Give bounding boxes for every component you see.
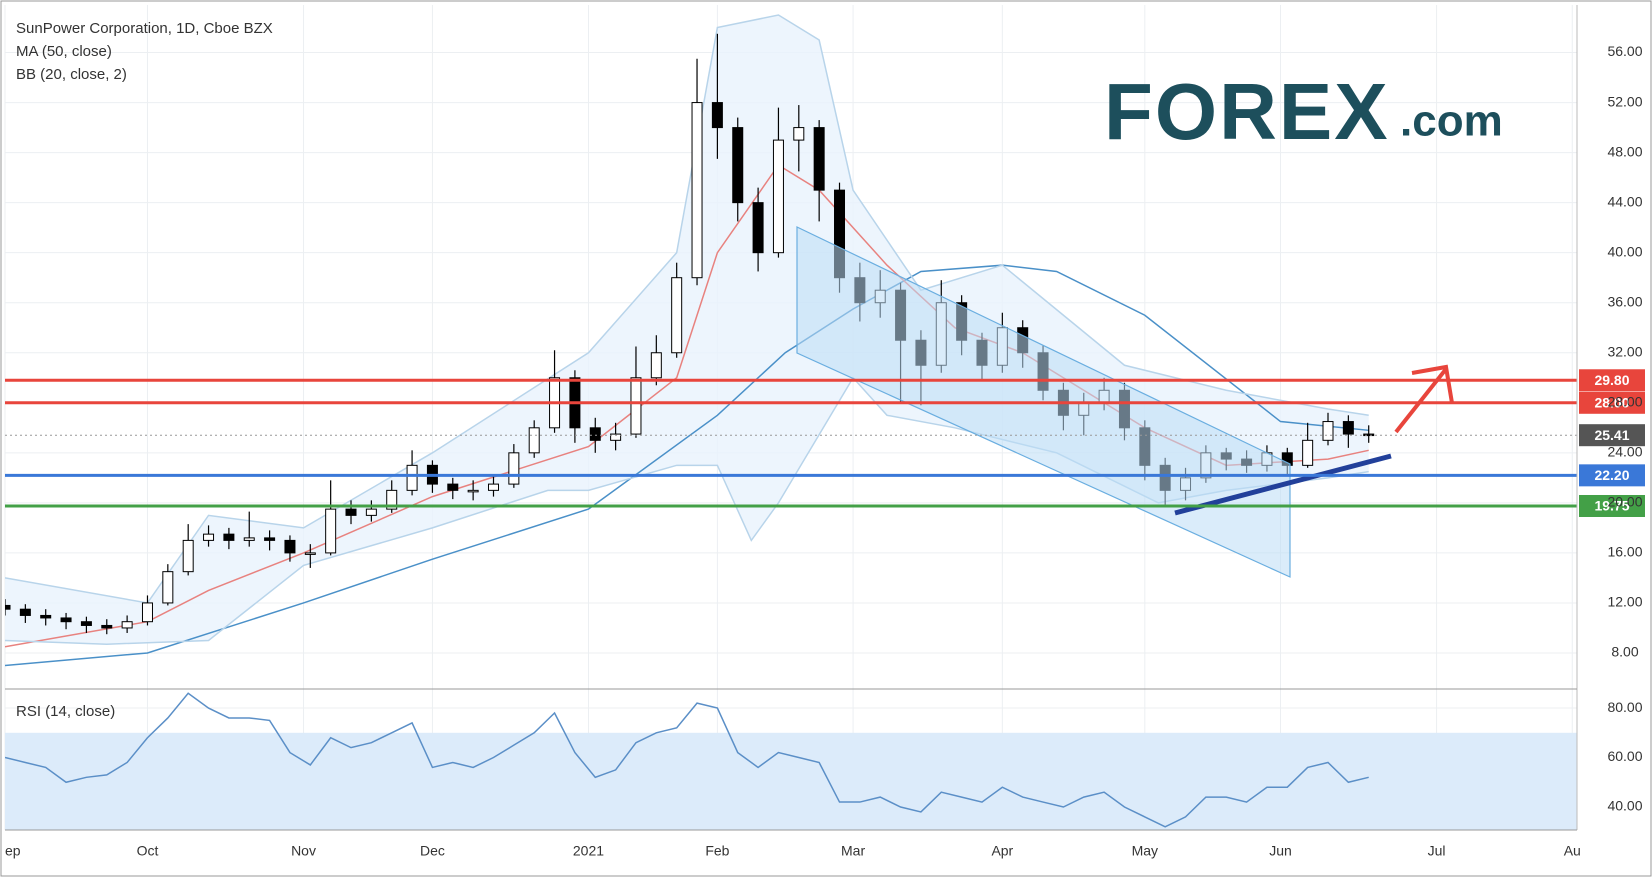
candle-body (650, 352, 662, 379)
candle-body (813, 127, 825, 191)
candle-body (508, 452, 520, 485)
x-tick-label: Jul (1428, 843, 1446, 859)
candle-body (752, 202, 764, 254)
candle-body (793, 127, 805, 141)
candle-body (243, 537, 255, 541)
x-tick-label: 2021 (573, 843, 604, 859)
y-tick-label: 40.00 (1607, 798, 1642, 814)
x-tick-label: ep (5, 843, 21, 859)
y-tick-label: 56.00 (1607, 43, 1642, 59)
logo-suffix: .com (1400, 97, 1503, 146)
level-tag (1579, 494, 1645, 517)
y-tick-label: 48.00 (1607, 143, 1642, 159)
rsi-line (5, 692, 1369, 828)
candle-body (60, 617, 72, 623)
candle-body (1322, 421, 1334, 441)
level-label: 25.41 (1594, 427, 1629, 443)
candle-body (772, 139, 784, 254)
candle-body (182, 539, 194, 573)
level-label: 19.75 (1594, 498, 1629, 514)
candle-body (121, 621, 133, 629)
candle-body (1342, 421, 1354, 435)
y-tick-label: 16.00 (1607, 544, 1642, 560)
candle-body (711, 102, 723, 129)
candle-body (610, 433, 622, 441)
candle-body (1302, 439, 1314, 466)
candle-body (19, 608, 31, 616)
candle-body (101, 624, 113, 629)
candle-body (203, 533, 215, 541)
indicator-label: MA (50, close) (16, 43, 112, 60)
x-tick-label: Au (1564, 843, 1581, 859)
candle-body (304, 552, 316, 555)
chart-title: SunPower Corporation, 1D, Cboe BZX (16, 20, 273, 37)
x-tick-label: Oct (137, 843, 159, 859)
x-tick-label: Apr (991, 843, 1013, 859)
x-tick-label: Mar (841, 843, 865, 859)
x-tick-label: Dec (420, 843, 445, 859)
candle-body (80, 621, 92, 626)
candle-body (365, 508, 377, 516)
candle-body (406, 464, 418, 491)
x-tick-label: Feb (705, 843, 729, 859)
y-tick-label: 8.00 (1611, 644, 1638, 660)
candle-body (5, 604, 11, 610)
level-label: 28.00 (1594, 394, 1629, 410)
candle-body (325, 508, 337, 554)
support-line (1174, 453, 1392, 516)
candle-body (264, 537, 276, 541)
candle-body (691, 102, 703, 279)
x-tick-label: Jun (1269, 843, 1292, 859)
y-tick-label: 60.00 (1607, 748, 1642, 764)
x-tick-label: Nov (291, 843, 316, 859)
candle-body (528, 427, 540, 454)
y-tick-label: 32.00 (1607, 343, 1642, 359)
y-tick-label: 80.00 (1607, 699, 1642, 715)
y-tick-label: 44.00 (1607, 193, 1642, 209)
candle-body (223, 533, 235, 541)
candle-body (386, 489, 398, 510)
candle-body (40, 614, 52, 619)
candle-body (630, 377, 642, 435)
rsi-band (5, 732, 1577, 830)
y-tick-label: 28.00 (1607, 393, 1642, 409)
candle-body (671, 277, 683, 354)
candle-body (487, 483, 499, 491)
y-tick-label: 24.00 (1607, 444, 1642, 460)
candle-body (447, 483, 459, 491)
candle-body (1363, 433, 1375, 437)
y-tick-label: 20.00 (1607, 494, 1642, 510)
level-tag (1579, 391, 1645, 414)
y-tick-label: 36.00 (1607, 293, 1642, 309)
candle-body (345, 508, 357, 516)
candle-body (589, 427, 601, 441)
level-tag (1579, 424, 1645, 447)
level-tag (1579, 369, 1645, 392)
level-tag (1579, 464, 1645, 487)
rsi-title: RSI (14, close) (16, 703, 115, 720)
level-label: 22.20 (1594, 467, 1629, 483)
logo: FOREX (1104, 67, 1390, 156)
candle-body (732, 127, 744, 204)
y-tick-label: 12.00 (1607, 594, 1642, 610)
candle-body (162, 571, 174, 604)
candle-body (467, 489, 479, 493)
rsi-pane (5, 692, 1577, 830)
x-tick-label: May (1132, 843, 1158, 859)
overlay-line (5, 14, 1369, 604)
levels: 29.80 28.00 25.41 22.20 19.75 (5, 369, 1645, 517)
bb-fill (5, 15, 1369, 645)
y-tick-label: 52.00 (1607, 93, 1642, 109)
y-tick-label: 40.00 (1607, 243, 1642, 259)
indicator-label: BB (20, close, 2) (16, 66, 127, 83)
candle-body (141, 602, 153, 623)
arrow-head (1411, 364, 1454, 404)
level-label: 29.80 (1594, 372, 1629, 388)
candle-body (284, 539, 296, 554)
